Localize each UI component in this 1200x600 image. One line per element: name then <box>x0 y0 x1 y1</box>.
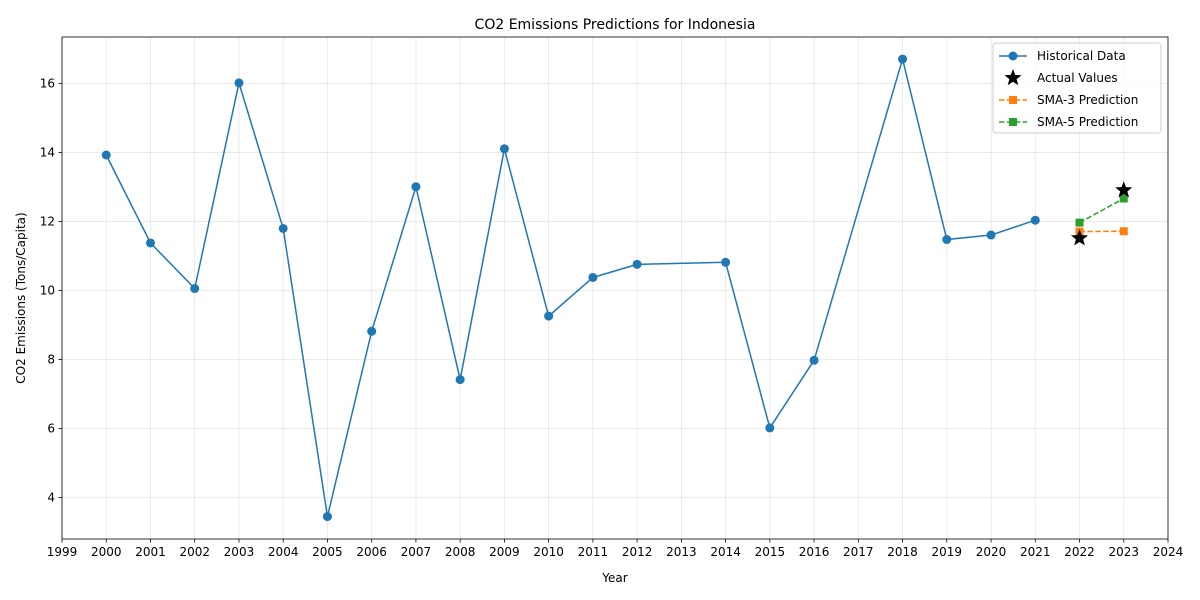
chart-title: CO2 Emissions Predictions for Indonesia <box>475 17 756 33</box>
x-tick-label: 2002 <box>179 545 210 559</box>
grid <box>61 37 1169 539</box>
data-point <box>367 326 377 336</box>
legend-item: SMA-3 Prediction <box>999 93 1138 107</box>
data-point <box>234 78 244 88</box>
y-tick-label: 16 <box>40 77 55 91</box>
data-point <box>632 259 642 269</box>
x-tick-label: 2011 <box>578 545 609 559</box>
x-tick-label: 2008 <box>445 545 476 559</box>
y-tick-label: 6 <box>47 422 55 436</box>
x-tick-label: 2013 <box>666 545 697 559</box>
data-point <box>455 375 465 385</box>
x-tick-label: 2004 <box>268 545 299 559</box>
data-point <box>145 238 155 248</box>
y-axis: 4 6 8 10 12 14 16 <box>40 77 62 505</box>
legend-marker <box>1004 69 1022 86</box>
series-2 <box>1075 227 1128 236</box>
series-0 <box>101 54 1040 522</box>
x-tick-label: 2006 <box>356 545 387 559</box>
y-axis-label: CO2 Emissions (Tons/Capita) <box>14 212 28 383</box>
y-tick-label: 10 <box>40 284 55 298</box>
series-1 <box>1070 181 1133 246</box>
data-point <box>898 54 908 64</box>
data-point <box>1070 229 1089 246</box>
y-tick-label: 14 <box>40 146 55 160</box>
x-tick-label: 2007 <box>401 545 432 559</box>
legend-label: SMA-5 Prediction <box>1037 115 1138 129</box>
legend-label: Actual Values <box>1037 71 1118 85</box>
x-tick-label: 2020 <box>976 545 1007 559</box>
x-tick-label: 2021 <box>1020 545 1051 559</box>
data-point <box>721 257 731 267</box>
data-point <box>588 272 598 282</box>
legend-box <box>992 42 1162 134</box>
x-tick-label: 2015 <box>755 545 786 559</box>
x-tick-label: 2016 <box>799 545 830 559</box>
x-tick-label: 2022 <box>1064 545 1095 559</box>
x-tick-label: 2010 <box>533 545 564 559</box>
y-tick-label: 12 <box>40 215 55 229</box>
data-point <box>278 223 288 233</box>
x-tick-label: 2018 <box>887 545 918 559</box>
data-point <box>1030 215 1040 225</box>
data-point <box>101 150 111 160</box>
x-tick-label: 2023 <box>1108 545 1139 559</box>
data-point <box>544 311 554 321</box>
legend-item: Historical Data <box>999 49 1126 63</box>
data-point <box>1075 218 1084 227</box>
data-point <box>499 144 509 154</box>
y-tick-label: 8 <box>47 353 55 367</box>
legend: Historical Data Actual Values SMA-3 Predic… <box>992 42 1162 134</box>
plot-frame <box>61 36 1169 540</box>
legend-marker <box>1009 96 1017 104</box>
data-point <box>986 230 996 240</box>
x-tick-label: 2014 <box>710 545 741 559</box>
data-point <box>1119 194 1128 203</box>
y-tick-label: 4 <box>47 491 55 505</box>
x-tick-label: 2019 <box>932 545 963 559</box>
legend-marker <box>1009 118 1017 126</box>
x-axis: 1999 2000 2001 2002 2003 2004 2005 2006 2007 2008… <box>47 539 1184 559</box>
x-tick-label: 2012 <box>622 545 653 559</box>
x-tick-label: 2001 <box>135 545 166 559</box>
data-point <box>322 512 332 522</box>
x-axis-label: Year <box>601 571 627 585</box>
series-3 <box>1075 194 1128 227</box>
x-tick-label: 1999 <box>47 545 78 559</box>
series-line <box>105 56 1036 517</box>
x-tick-label: 2024 <box>1153 545 1184 559</box>
data-point <box>809 355 819 365</box>
data-point <box>942 235 952 245</box>
x-tick-label: 2009 <box>489 545 520 559</box>
plot-series <box>101 54 1133 522</box>
legend-item: Actual Values <box>1004 69 1118 86</box>
x-tick-label: 2000 <box>91 545 122 559</box>
data-point <box>190 284 200 294</box>
data-point <box>1115 181 1133 198</box>
legend-label: SMA-3 Prediction <box>1037 93 1138 107</box>
x-tick-label: 2005 <box>312 545 343 559</box>
series-line <box>1079 197 1125 224</box>
legend-marker <box>1008 51 1018 61</box>
data-point <box>1119 227 1128 236</box>
x-tick-label: 2017 <box>843 545 874 559</box>
legend-item: SMA-5 Prediction <box>999 115 1138 129</box>
data-point <box>411 182 421 192</box>
data-point <box>765 423 775 433</box>
legend-label: Historical Data <box>1037 49 1126 63</box>
x-tick-label: 2003 <box>224 545 255 559</box>
